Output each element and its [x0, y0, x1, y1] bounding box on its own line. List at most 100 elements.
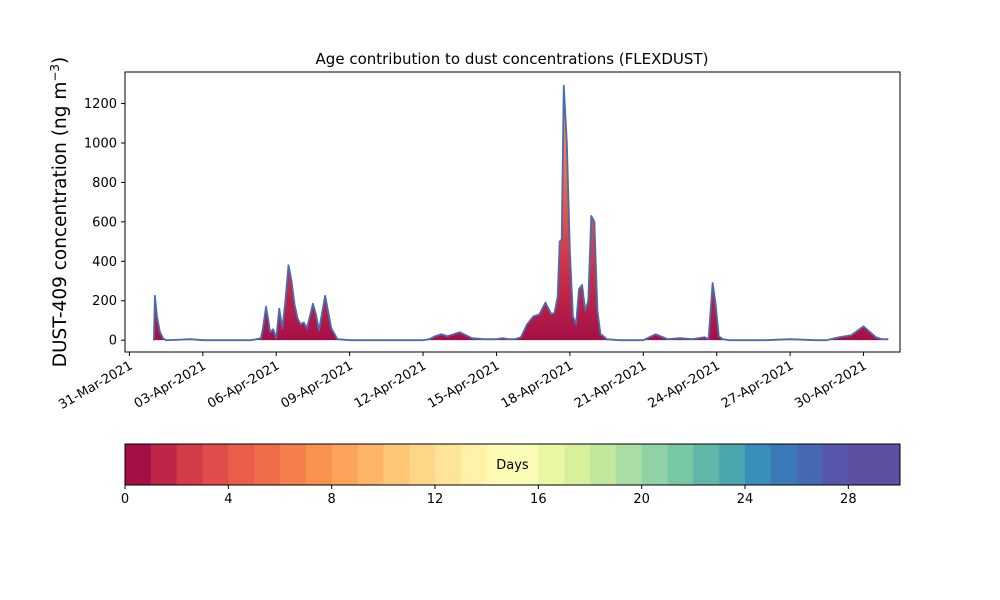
colorbar-label: Days [496, 458, 529, 473]
data-point [483, 338, 485, 340]
colorbar-segment-0 [125, 444, 152, 485]
data-point [826, 339, 828, 341]
data-point [428, 338, 430, 340]
colorbar-segment-18 [590, 444, 617, 485]
colorbar-segment-17 [564, 444, 591, 485]
data-point [373, 339, 375, 341]
x-tick-label-8: 24-Apr-2021 [646, 358, 723, 411]
colorbar-segment-13 [460, 444, 488, 485]
y-tick-label-200: 200 [92, 294, 117, 309]
colorbar-tick-label-8: 8 [328, 492, 336, 507]
data-point [887, 338, 889, 340]
colorbar-segment-3 [202, 444, 229, 485]
x-tick-label-4: 12-Apr-2021 [352, 358, 429, 411]
y-tick-label-800: 800 [92, 176, 117, 191]
data-point [495, 338, 498, 340]
data-point [300, 323, 302, 325]
data-point [532, 315, 534, 318]
data-point [715, 304, 717, 306]
colorbar-segment-27 [822, 444, 849, 485]
data-point [446, 335, 449, 337]
colorbar-frame [124, 443, 901, 486]
colorbar-tick-label-0: 0 [121, 492, 129, 507]
colorbar-segment-8 [331, 444, 358, 485]
x-tick-label-6: 18-Apr-2021 [499, 358, 576, 411]
data-point [267, 317, 269, 320]
colorbar-segment-28 [848, 444, 875, 485]
x-tick-label-2: 06-Apr-2021 [205, 358, 282, 411]
data-point [526, 323, 528, 325]
data-point [561, 239, 563, 241]
y-tick-label-1200: 1200 [84, 97, 117, 112]
data-point [189, 338, 192, 340]
data-point [875, 336, 877, 338]
data-point [290, 280, 293, 282]
colorbar-tick-label-16: 16 [530, 492, 547, 507]
data-point [789, 338, 791, 340]
colorbar-segment-2 [176, 444, 203, 485]
data-point [544, 302, 547, 304]
data-point [177, 339, 179, 341]
data-point [297, 317, 299, 320]
data-point [154, 295, 156, 297]
data-point [397, 339, 400, 341]
colorbar-segment-23 [719, 444, 746, 485]
data-point [814, 339, 816, 341]
series-0-age-area [153, 85, 889, 341]
data-point [251, 339, 253, 341]
data-point [336, 338, 339, 340]
colorbar-segment-1 [150, 444, 178, 485]
data-point [272, 328, 274, 330]
data-point [618, 339, 620, 341]
data-point [602, 335, 605, 337]
x-tick-label-9: 27-Apr-2021 [719, 358, 796, 411]
data-point [862, 325, 865, 327]
data-point [260, 337, 262, 339]
data-point [569, 250, 571, 253]
axes-frame [124, 71, 901, 353]
x-tick-label-1: 03-Apr-2021 [132, 358, 209, 411]
data-point [202, 339, 204, 341]
data-point [553, 311, 556, 314]
colorbar-segment-26 [796, 444, 823, 485]
colorbar-segment-7 [305, 444, 333, 485]
y-tick-label-600: 600 [92, 215, 117, 230]
data-point [557, 296, 559, 298]
colorbar-tick-label-20: 20 [633, 492, 650, 507]
data-point [159, 331, 161, 333]
data-point [605, 338, 608, 340]
data-point [838, 336, 840, 338]
colorbar-segment-15 [512, 444, 539, 485]
data-point [312, 303, 314, 305]
data-point [707, 338, 710, 340]
data-point [306, 327, 308, 329]
data-point [501, 337, 504, 339]
data-point [284, 300, 287, 302]
data-point [275, 337, 277, 339]
series-0-total-line [152, 84, 889, 342]
colorbar-tick-label-28: 28 [840, 492, 857, 507]
data-point [278, 308, 280, 310]
data-point [330, 327, 332, 329]
data-point [572, 315, 574, 318]
data-point [269, 331, 271, 333]
data-point [642, 339, 644, 341]
data-point [422, 339, 424, 341]
colorbar-segment-12 [435, 444, 462, 485]
data-point [349, 339, 351, 341]
data-point [165, 339, 167, 341]
data-point [281, 327, 283, 329]
colorbar-segment-10 [383, 444, 410, 485]
data-point [765, 339, 767, 341]
data-point [471, 337, 473, 339]
colorbar-segment-5 [254, 444, 281, 485]
data-point [459, 331, 461, 333]
data-point [153, 339, 155, 341]
colorbar-segment-11 [409, 444, 436, 485]
x-tick-label-7: 21-Apr-2021 [572, 358, 649, 411]
colorbar-segment-22 [693, 444, 720, 485]
colorbar-segment-21 [667, 444, 694, 485]
data-point [538, 313, 540, 316]
data-point [293, 304, 296, 306]
